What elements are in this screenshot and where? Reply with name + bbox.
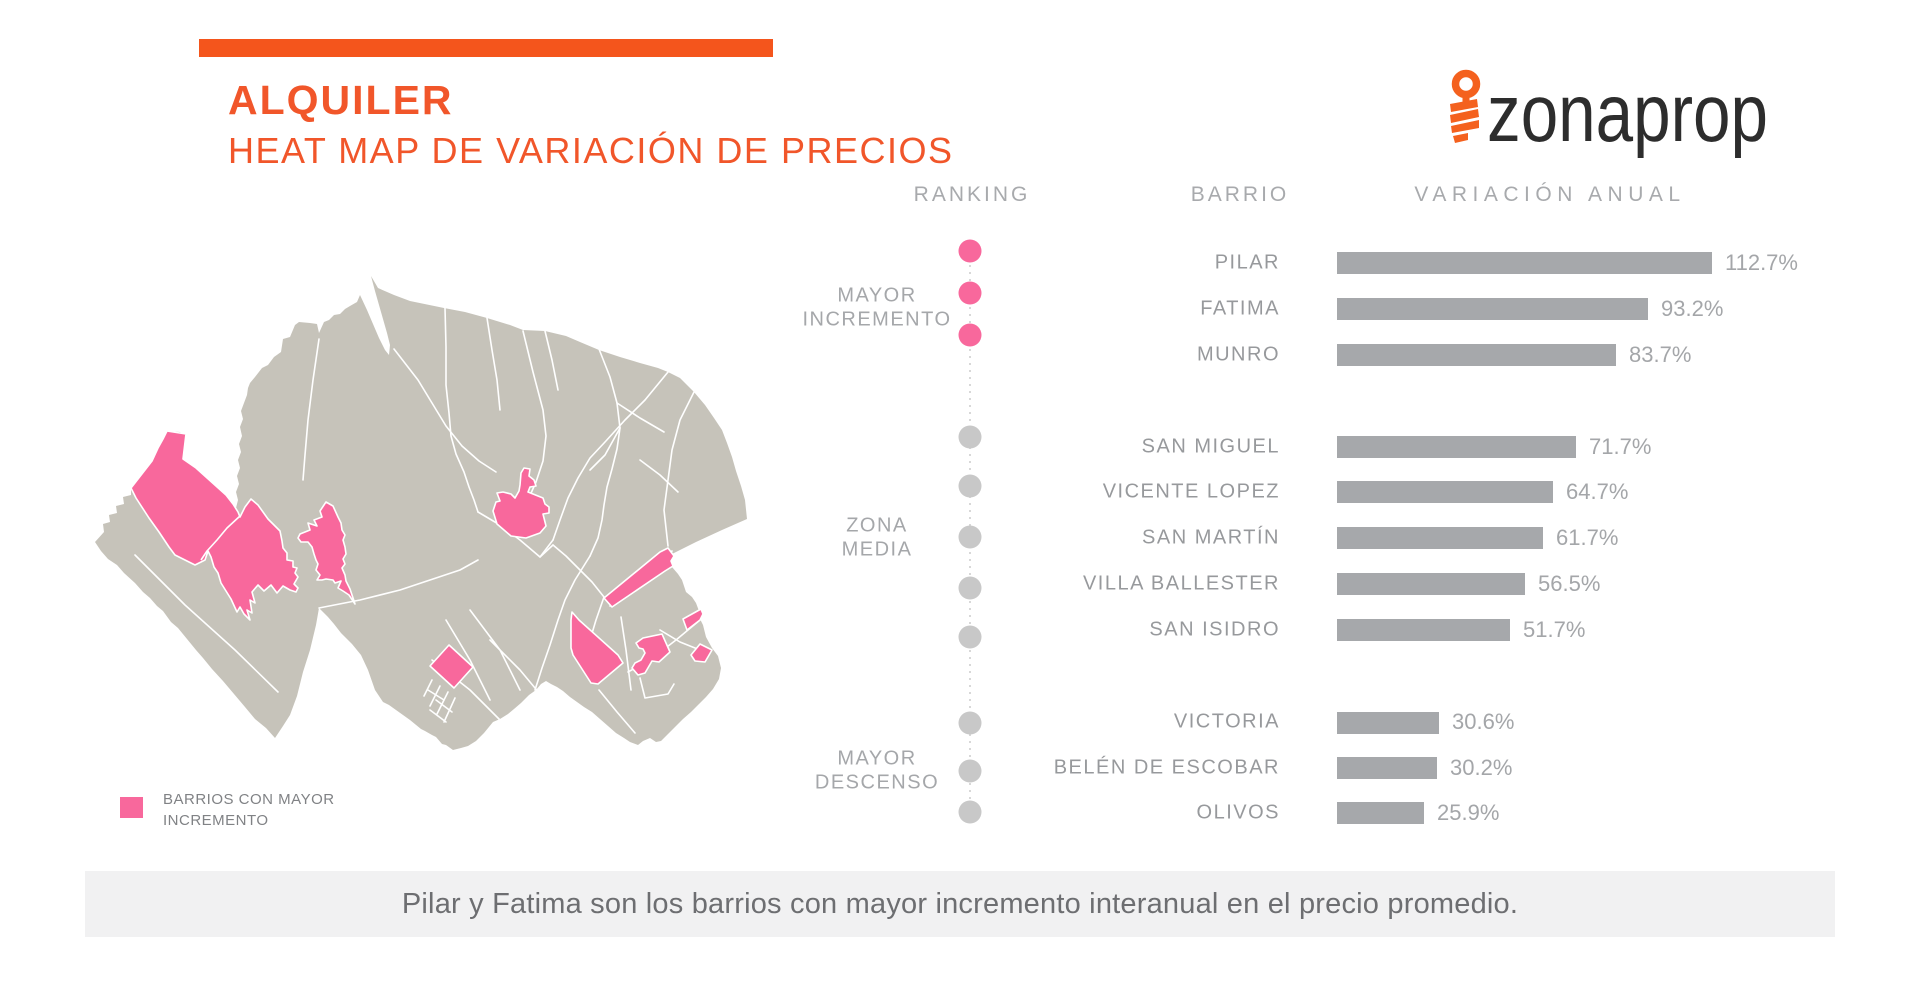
svg-text:zonaprop: zonaprop bbox=[1487, 68, 1768, 159]
